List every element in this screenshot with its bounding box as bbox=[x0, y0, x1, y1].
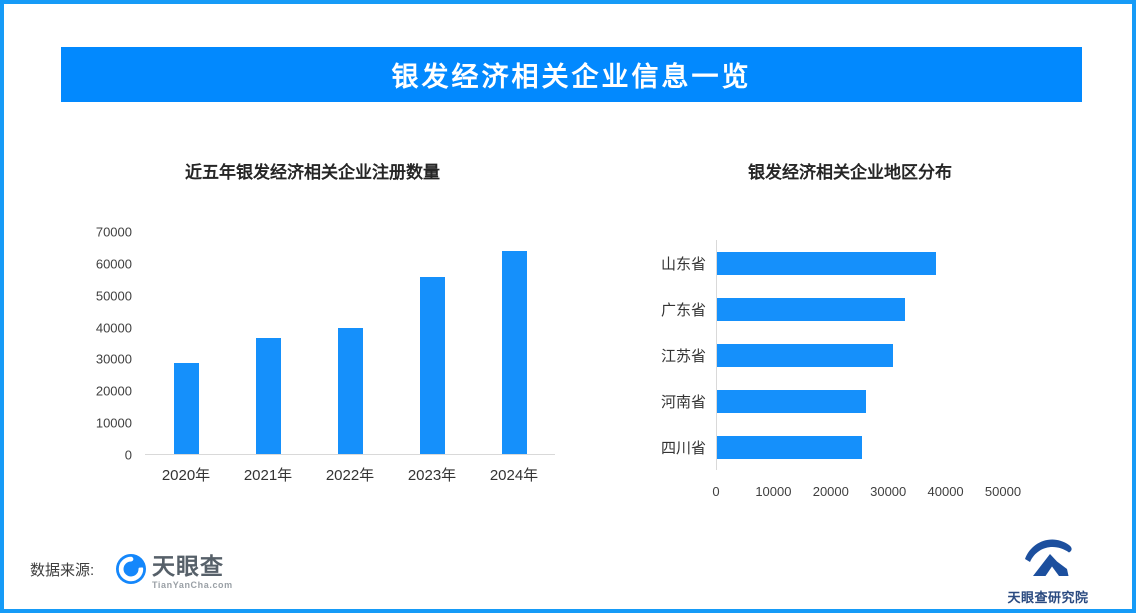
tianyancha-eye-icon bbox=[116, 554, 146, 589]
plot-area bbox=[145, 232, 555, 455]
bar-row bbox=[717, 424, 1003, 470]
bar-广东省 bbox=[717, 297, 906, 321]
bar-山东省 bbox=[717, 251, 937, 275]
x-tick-label: 2021年 bbox=[243, 467, 293, 484]
bar-slot bbox=[391, 232, 473, 454]
bar-2021年 bbox=[255, 337, 281, 454]
x-axis-labels: 2020年 2021年 2022年 2023年 2024年 bbox=[145, 464, 555, 485]
x-tick-label: 2023年 bbox=[407, 467, 457, 484]
bar-江苏省 bbox=[717, 343, 893, 367]
tianyancha-logo: 天眼查 TianYanCha.com bbox=[116, 554, 233, 590]
plot-area bbox=[716, 240, 1003, 470]
x-tick-label: 0 bbox=[712, 484, 720, 499]
x-tick-label: 2020年 bbox=[161, 467, 211, 484]
y-tick-label: 60000 bbox=[95, 256, 132, 272]
x-tick-label: 10000 bbox=[755, 484, 792, 499]
bar-2022年 bbox=[337, 327, 363, 454]
y-tick-label: 10000 bbox=[95, 415, 132, 431]
bar-2020年 bbox=[173, 363, 199, 454]
category-labels: 山东省广东省江苏省河南省四川省 bbox=[640, 240, 706, 470]
category-label: 四川省 bbox=[660, 439, 706, 457]
bar-四川省 bbox=[717, 435, 863, 459]
x-tick-label: 50000 bbox=[984, 484, 1022, 499]
category-label: 广东省 bbox=[660, 301, 706, 319]
y-tick-label: 70000 bbox=[95, 224, 132, 240]
tianyancha-domain: TianYanCha.com bbox=[152, 580, 233, 590]
bar-2023年 bbox=[419, 277, 445, 454]
bar-row bbox=[717, 286, 1003, 332]
chart-title: 银发经济相关企业地区分布 bbox=[748, 163, 952, 182]
page-title: 银发经济相关企业信息一览 bbox=[391, 62, 752, 92]
y-tick-label: 30000 bbox=[95, 351, 132, 367]
x-tick-label: 30000 bbox=[870, 484, 907, 499]
research-institute-name: 天眼查研究院 bbox=[1007, 590, 1089, 605]
tianyancha-name: 天眼查 bbox=[152, 553, 224, 579]
data-source-label: 数据来源: bbox=[30, 562, 95, 579]
x-axis-ticks: 0 10000 20000 30000 40000 50000 bbox=[712, 484, 1021, 502]
category-label: 河南省 bbox=[660, 393, 706, 411]
bar-河南省 bbox=[717, 389, 867, 413]
bar-slot bbox=[145, 232, 227, 454]
registrations-chart: 近五年银发经济相关企业注册数量 0 10000 20000 30000 40000 500… bbox=[60, 152, 565, 517]
research-institute-logo: 天眼查研究院 bbox=[996, 536, 1100, 606]
x-tick-label: 2022年 bbox=[325, 467, 375, 484]
y-tick-label: 40000 bbox=[95, 320, 132, 336]
research-institute-mountain-icon bbox=[1022, 536, 1074, 585]
bar-slot bbox=[473, 232, 555, 454]
title-banner: 银发经济相关企业信息一览 bbox=[61, 47, 1082, 102]
y-tick-label: 0 bbox=[124, 447, 132, 463]
bar-2024年 bbox=[501, 251, 527, 454]
x-tick-label: 20000 bbox=[812, 484, 849, 499]
y-tick-label: 20000 bbox=[95, 383, 132, 399]
y-axis-labels: 0 10000 20000 30000 40000 50000 60000 70000 bbox=[60, 225, 132, 463]
tianyancha-wordmark: 天眼查 TianYanCha.com bbox=[152, 553, 233, 591]
y-tick-label: 50000 bbox=[95, 288, 132, 304]
bar-row bbox=[717, 240, 1003, 286]
x-tick-label: 40000 bbox=[927, 484, 964, 499]
chart-title: 近五年银发经济相关企业注册数量 bbox=[185, 163, 440, 182]
category-label: 山东省 bbox=[660, 255, 706, 273]
category-label: 江苏省 bbox=[660, 347, 706, 365]
bars bbox=[717, 240, 1003, 470]
bar-row bbox=[717, 378, 1003, 424]
bar-row bbox=[717, 332, 1003, 378]
region-chart: 银发经济相关企业地区分布 山东省广东省江苏省河南省四川省 0 10000 20000… bbox=[640, 152, 1070, 517]
bars bbox=[145, 232, 555, 454]
bar-slot bbox=[309, 232, 391, 454]
bar-slot bbox=[227, 232, 309, 454]
x-tick-label: 2024年 bbox=[489, 467, 539, 484]
